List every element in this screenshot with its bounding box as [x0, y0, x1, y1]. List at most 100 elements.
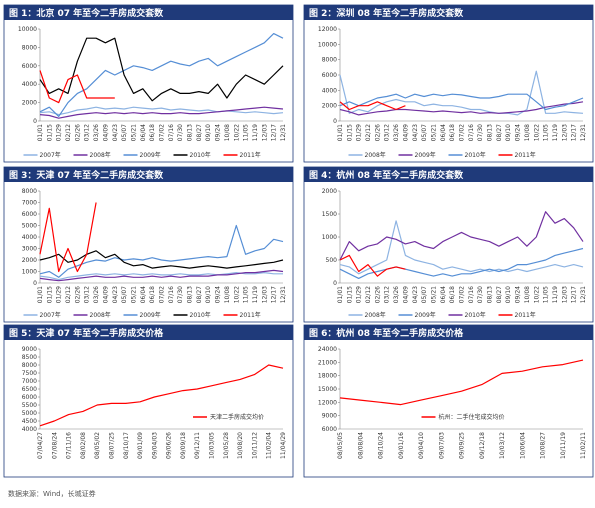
- x-tick-label: 01/01: [337, 124, 344, 141]
- x-tick-label: 06/18: [149, 124, 156, 141]
- panel-frame: [3, 324, 294, 478]
- x-tick-label: 06/18: [449, 124, 456, 141]
- x-tick-label: 10/11/19: [560, 432, 567, 459]
- y-tick-label: 6000: [322, 426, 337, 433]
- chart-title: 图 5：天津 07 年至今二手房成交价格: [9, 327, 164, 339]
- x-tick-label: 11/05: [543, 124, 550, 141]
- x-tick-label: 05/21: [130, 124, 137, 141]
- y-tick-label: 4500: [22, 418, 37, 425]
- series-line: [339, 247, 584, 279]
- x-tick-label: 02/12: [65, 124, 72, 141]
- x-tick-label: 10/03/12: [499, 432, 506, 459]
- x-tick-label: 01/15: [346, 286, 353, 303]
- x-tick-label: 12/17: [571, 286, 578, 303]
- x-tick-label: 03/12: [84, 286, 91, 303]
- panel-frame: [303, 324, 594, 478]
- y-tick-label: 8000: [22, 362, 37, 369]
- x-tick-label: 07/16: [468, 124, 475, 141]
- x-tick-label: 01/29: [356, 286, 363, 303]
- x-tick-label: 07/02: [159, 124, 166, 141]
- x-tick-label: 07/30: [477, 124, 484, 141]
- x-tick-label: 10/08/27: [540, 432, 547, 459]
- x-tick-label: 09/04/10: [418, 432, 425, 459]
- x-tick-label: 07/30: [177, 124, 184, 141]
- x-tick-label: 05/21: [130, 286, 137, 303]
- x-tick-label: 12/03: [561, 124, 568, 141]
- y-tick-label: 7000: [22, 378, 37, 385]
- x-tick-label: 11/19: [552, 124, 559, 141]
- series-line: [339, 101, 584, 116]
- y-tick-label: 4000: [22, 426, 37, 433]
- legend-label: 2011年: [240, 151, 261, 159]
- series-line: [39, 250, 284, 269]
- legend-label: 2009年: [415, 151, 436, 159]
- legend-label: 2011年: [240, 311, 261, 319]
- y-tick-label: 0: [33, 118, 37, 125]
- x-tick-label: 07/16: [168, 286, 175, 303]
- y-tick-label: 5500: [22, 402, 37, 409]
- x-tick-label: 07/30: [177, 286, 184, 303]
- x-tick-label: 09/04/03: [151, 432, 158, 459]
- panel-header: [304, 325, 593, 340]
- x-tick-label: 09/01/16: [398, 432, 405, 459]
- panel-frame: [303, 4, 594, 163]
- x-tick-label: 10/22: [233, 286, 240, 303]
- y-tick-label: 15000: [318, 386, 337, 393]
- x-tick-label: 01/15: [46, 124, 53, 141]
- y-tick-label: 1500: [322, 211, 337, 218]
- x-tick-label: 08/10/17: [123, 432, 130, 459]
- legend-label: 2009年: [140, 151, 161, 159]
- x-tick-label: 04/23: [412, 124, 419, 141]
- series-line: [39, 106, 284, 119]
- x-tick-label: 08/13: [187, 124, 194, 141]
- y-tick-label: 500: [326, 257, 338, 264]
- y-tick-label: 18000: [318, 373, 337, 380]
- y-tick-label: 6000: [22, 394, 37, 401]
- x-tick-label: 01/01: [37, 286, 44, 303]
- x-tick-label: 12/03: [261, 124, 268, 141]
- x-tick-label: 10/08: [224, 124, 231, 141]
- x-tick-label: 11/05: [243, 286, 250, 303]
- legend-label: 2008年: [365, 311, 386, 319]
- x-tick-label: 10/05/28: [223, 432, 230, 459]
- x-tick-label: 10/03/05: [209, 432, 216, 459]
- x-tick-label: 05/07: [421, 124, 428, 141]
- x-tick-label: 12/17: [571, 124, 578, 141]
- x-tick-label: 02/26: [374, 286, 381, 303]
- panel-header: [4, 167, 293, 182]
- x-tick-label: 09/09/18: [180, 432, 187, 459]
- x-tick-label: 09/01/09: [137, 432, 144, 459]
- x-tick-label: 12/31: [280, 124, 287, 141]
- x-tick-label: 05/07: [421, 286, 428, 303]
- x-tick-label: 04/09: [102, 286, 109, 303]
- x-tick-label: 02/12: [65, 286, 72, 303]
- y-tick-label: 1000: [22, 269, 37, 276]
- x-tick-label: 11/19: [252, 286, 259, 303]
- x-tick-label: 10/08: [524, 124, 531, 141]
- panel-header: [4, 325, 293, 340]
- x-tick-label: 09/24: [515, 286, 522, 303]
- y-tick-label: 5000: [22, 410, 37, 417]
- y-tick-label: 5000: [22, 223, 37, 230]
- x-tick-label: 03/12: [84, 124, 91, 141]
- x-tick-label: 02/12: [365, 286, 372, 303]
- y-tick-label: 0: [333, 118, 337, 125]
- panel-header: [304, 5, 593, 20]
- x-tick-label: 09/10: [205, 124, 212, 141]
- legend-label: 2010年: [465, 311, 486, 319]
- x-tick-label: 10/08: [524, 286, 531, 303]
- series-line: [339, 211, 584, 261]
- legend-label: 天津二手房成交均价: [210, 413, 264, 421]
- legend-label: 2008年: [365, 151, 386, 159]
- x-tick-label: 07/02: [459, 286, 466, 303]
- y-tick-label: 24000: [318, 346, 337, 353]
- legend-label: 2011年: [515, 151, 536, 159]
- y-tick-label: 6000: [22, 211, 37, 218]
- x-tick-label: 02/26: [374, 124, 381, 141]
- x-tick-label: 08/13: [187, 286, 194, 303]
- source-note: 数据来源：Wind，长城证券: [8, 489, 96, 498]
- series-line: [339, 359, 584, 406]
- y-tick-label: 7000: [22, 200, 37, 207]
- series-line: [339, 70, 584, 116]
